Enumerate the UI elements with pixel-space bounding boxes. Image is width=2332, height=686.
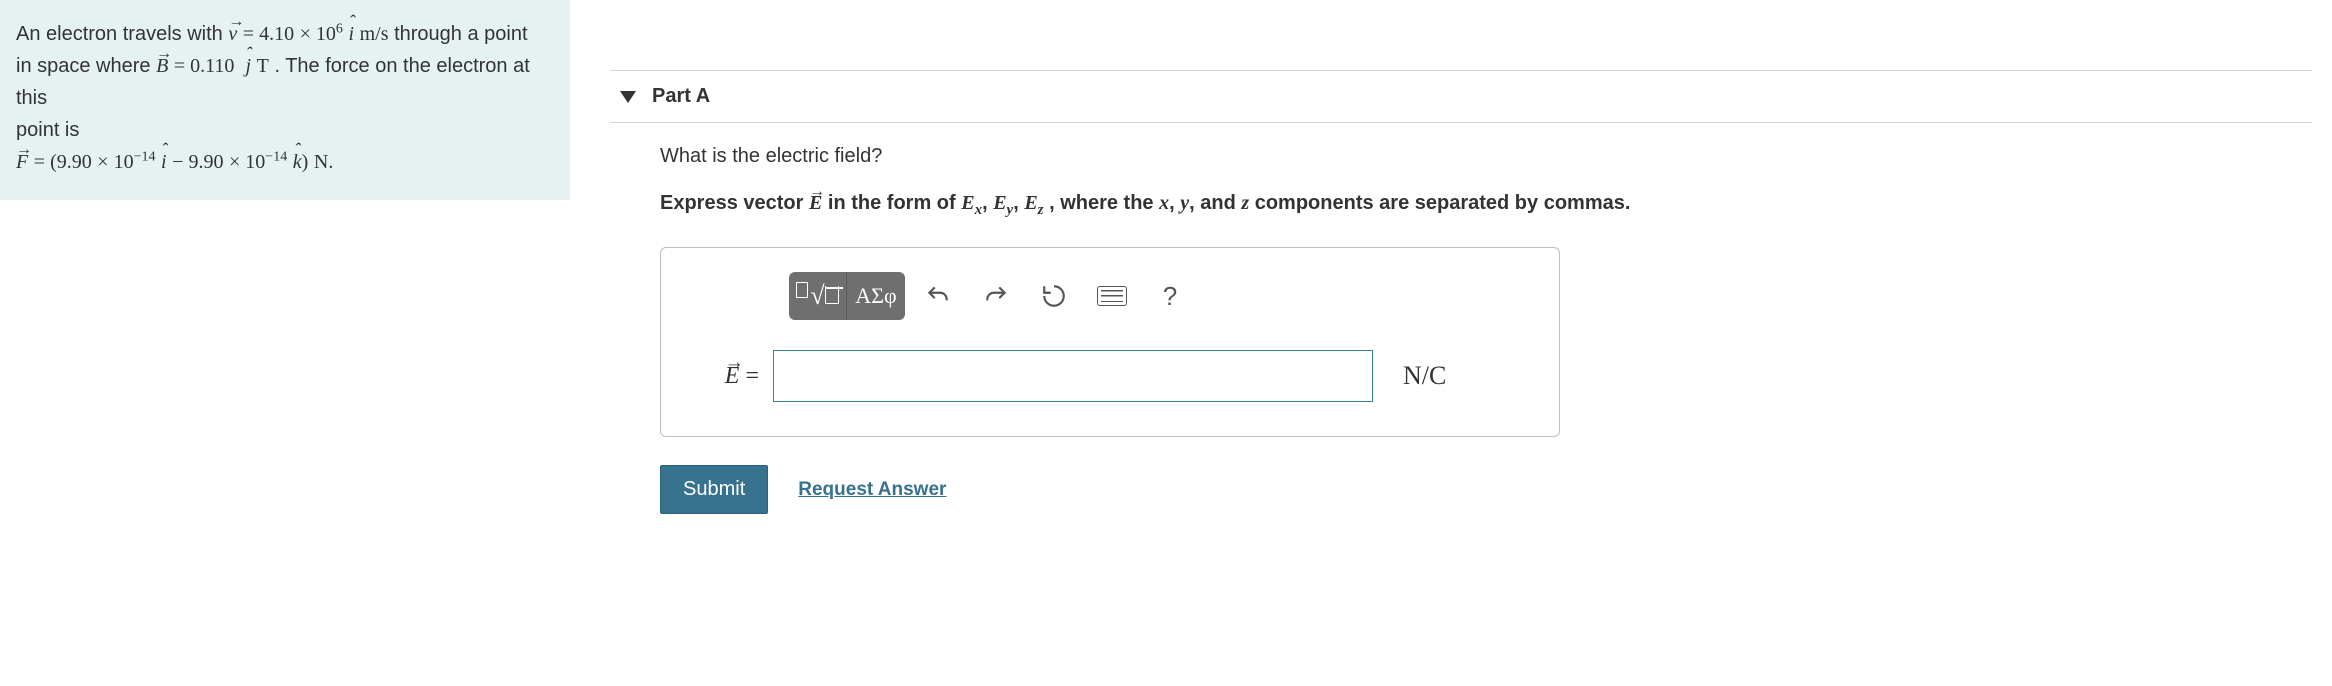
- text: ×: [300, 23, 316, 45]
- greek-button[interactable]: ΑΣφ: [847, 272, 905, 320]
- text: 9.90: [57, 151, 92, 173]
- text: ): [302, 151, 309, 173]
- collapse-icon: [620, 91, 636, 103]
- text: (: [50, 151, 57, 173]
- unit-vec-j: ˆj: [246, 50, 252, 82]
- text: ×: [97, 151, 113, 173]
- unit-vec-k: ˆk: [293, 146, 302, 178]
- text: 10−14: [245, 151, 287, 173]
- vector-b: →B: [156, 50, 168, 82]
- part-label: Part A: [652, 85, 710, 108]
- template-button[interactable]: √: [789, 272, 847, 320]
- text: T: [257, 55, 269, 77]
- unit-vec-i: ˆi: [161, 146, 167, 178]
- redo-button[interactable]: [971, 272, 1021, 320]
- text: 0.110: [190, 55, 234, 77]
- help-button[interactable]: ?: [1145, 272, 1195, 320]
- text: 106: [316, 23, 343, 45]
- text: .: [328, 151, 333, 173]
- text: An electron travels with: [16, 23, 228, 45]
- vector-f: →F: [16, 146, 28, 178]
- text: =: [174, 55, 190, 77]
- equation-toolbar: √ ΑΣφ ?: [689, 272, 1531, 320]
- text: through a point: [394, 23, 527, 45]
- instruction-text: Express vector →E in the form of Ex, Ey,…: [660, 192, 2312, 219]
- text: N: [314, 151, 328, 173]
- text: =: [34, 151, 50, 173]
- answer-panel: √ ΑΣφ ?: [660, 247, 1560, 437]
- question-text: What is the electric field?: [660, 145, 2312, 168]
- text: ×: [229, 151, 245, 173]
- text: 4.10: [259, 23, 294, 45]
- unit-vec-i: ˆi: [348, 18, 354, 50]
- text: m/s: [360, 23, 389, 45]
- text: −: [172, 151, 188, 173]
- vector-e: →E: [809, 192, 822, 215]
- reset-button[interactable]: [1029, 272, 1079, 320]
- submit-button[interactable]: Submit: [660, 465, 768, 514]
- keyboard-button[interactable]: [1087, 272, 1137, 320]
- answer-input[interactable]: [773, 350, 1373, 402]
- text: in space where: [16, 55, 156, 77]
- text: 10−14: [114, 151, 156, 173]
- answer-variable-label: →E =: [689, 363, 759, 390]
- undo-button[interactable]: [913, 272, 963, 320]
- answer-unit: N/C: [1387, 361, 1446, 391]
- vector-v: →v: [228, 18, 237, 50]
- text: 9.90: [188, 151, 223, 173]
- problem-statement: An electron travels with →v = 4.10 × 106…: [0, 0, 570, 200]
- part-header[interactable]: Part A: [610, 70, 2312, 123]
- request-answer-link[interactable]: Request Answer: [798, 479, 946, 501]
